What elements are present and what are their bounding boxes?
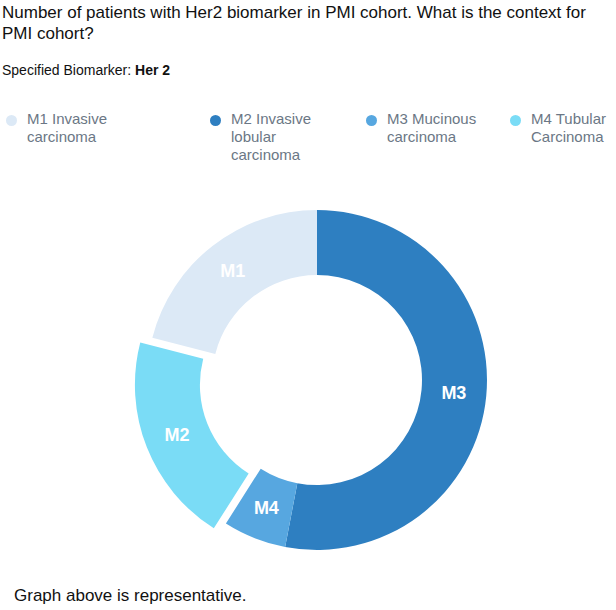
- legend-label: M2 Invasive lobular carcinoma: [231, 110, 326, 164]
- slice-label: M3: [441, 383, 466, 403]
- slice: [135, 343, 249, 529]
- legend-swatch: [510, 115, 521, 126]
- legend-swatch: [366, 115, 377, 126]
- slice: [152, 210, 317, 354]
- slice-label: M4: [254, 498, 279, 518]
- legend-label: M3 Mucinous carcinoma: [387, 110, 487, 146]
- title: Number of patients with Her2 biomarker i…: [2, 2, 614, 44]
- legend-label: M1 Invasive carcinoma: [27, 110, 127, 146]
- legend-swatch: [6, 115, 17, 126]
- slice-label: M2: [165, 425, 190, 445]
- legend-label: M4 Tubular Carcinoma: [531, 110, 616, 146]
- footnote: Graph above is representative.: [14, 586, 246, 606]
- biomarker: Her 2: [135, 62, 170, 78]
- legend-swatch: [210, 115, 221, 126]
- slice-label: M1: [220, 261, 245, 281]
- chart: M3 M4 M2 M1: [0, 0, 616, 610]
- subtitle-label: Specified Biomarker:: [2, 62, 135, 78]
- subtitle: Specified Biomarker: Her 2: [2, 62, 170, 78]
